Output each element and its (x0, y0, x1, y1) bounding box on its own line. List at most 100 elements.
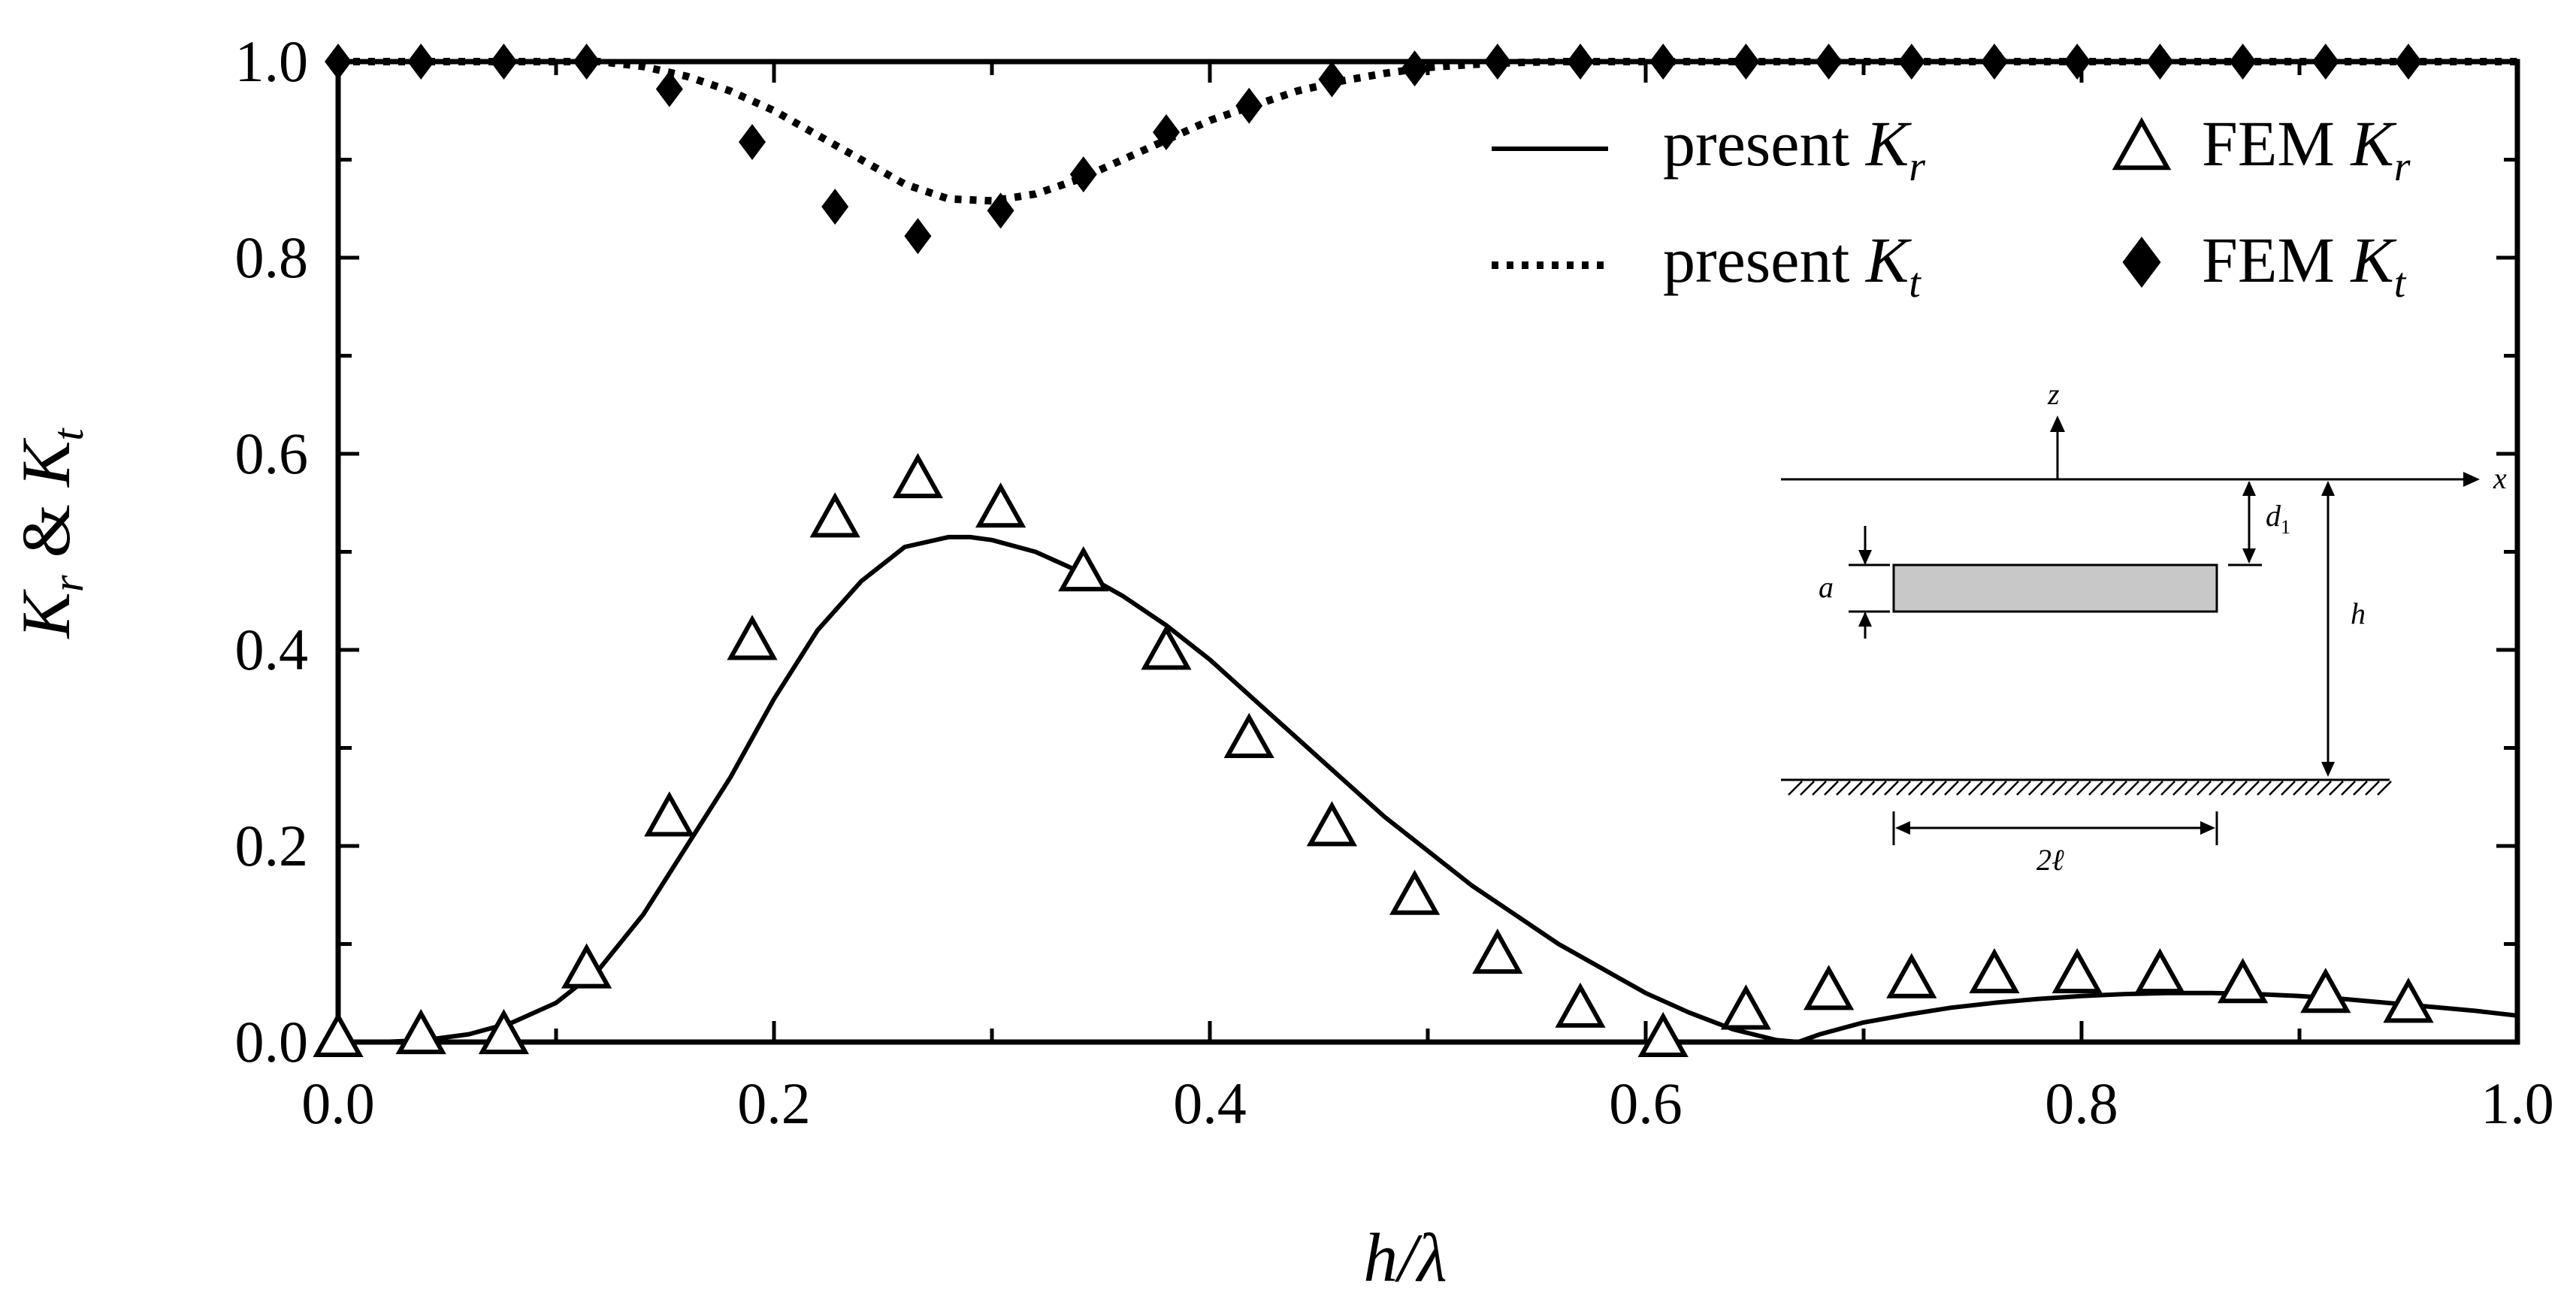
hatch-line (1824, 781, 1839, 796)
fem-kr-point (561, 943, 612, 989)
inset-a-label: a (1819, 570, 1834, 604)
y-tick-label: 0.6 (235, 421, 309, 486)
hatch-line (1968, 781, 1983, 796)
fem-kr-point (644, 791, 695, 837)
fem-kt-point (1567, 44, 1594, 80)
legend-label: present Kt (1663, 224, 1921, 307)
series-line-present-kr (338, 534, 2518, 1044)
hatch-line (2341, 781, 2356, 796)
hatch-line (2293, 781, 2308, 796)
inset-d1-arrow-top (2242, 481, 2256, 496)
x-tick-label: 1.0 (2481, 1071, 2554, 1136)
hatch-line (2365, 781, 2380, 796)
fem-kr-point (975, 482, 1026, 528)
hatch-line (2148, 781, 2163, 796)
hatch-line (1788, 781, 1803, 796)
fem-kr-point (1306, 801, 1358, 847)
fem-kt-point (2395, 44, 2422, 80)
hatch-line (1848, 781, 1863, 796)
series-layer (338, 58, 2518, 1044)
hatch-line (2184, 781, 2200, 796)
fem-kt-point (987, 192, 1014, 229)
hatch-line (1944, 781, 1959, 796)
fem-kr-point (1637, 1011, 1689, 1057)
hatch-line (2233, 781, 2248, 796)
legend-item: present Kt (1492, 224, 1921, 307)
inset-width-arrow-left (1895, 821, 1910, 835)
hatch-line (1908, 781, 1923, 796)
hatch-line (1812, 781, 1827, 796)
hatch-line (2016, 781, 2031, 796)
x-tick-label: 0.4 (1173, 1071, 1247, 1136)
legend-diamond-icon (2122, 237, 2161, 288)
hatch-line (2112, 781, 2127, 796)
hatch-line (1860, 781, 1875, 796)
fem-kr-point (809, 492, 860, 538)
hatch-line (2377, 781, 2392, 796)
fem-kr-point (395, 1008, 446, 1055)
x-tick-label: 0.6 (1609, 1071, 1683, 1136)
hatch-line (2004, 781, 2019, 796)
hatch-line (1980, 781, 1995, 796)
hatch-line (1932, 781, 1947, 796)
fem-kr-point (1720, 984, 1772, 1030)
fem-kt-point (2311, 44, 2339, 80)
fem-kr-point (1389, 869, 1441, 915)
inset-schematic: x z d1 a h 2ℓ (1781, 377, 2507, 877)
inset-a-arrow-top (1858, 550, 1872, 565)
tick-labels: 0.0 0.2 0.4 0.6 0.8 1.0 0.0 0.2 0.4 0.6 0.8 1.0 (235, 29, 2554, 1136)
legend-item: FEM Kr (2112, 107, 2411, 190)
y-tick-label: 0.2 (235, 813, 309, 878)
fem-kr-point (2383, 977, 2434, 1023)
hatch-line (1920, 781, 1935, 796)
fem-kt-point (739, 124, 766, 161)
fem-kt-point (325, 44, 352, 80)
y-axis-label-k2: K (8, 437, 84, 488)
hatch-line (2028, 781, 2043, 796)
hatch-line (1884, 781, 1899, 796)
inset-d1-label: d1 (2266, 499, 2290, 538)
y-tick-label: 0.8 (235, 225, 309, 290)
x-axis-label: h/λ (1363, 1219, 1447, 1296)
hatch-line (2329, 781, 2344, 796)
y-axis-label: Kr & Kt (8, 427, 92, 640)
legend-label: FEM Kt (2202, 224, 2407, 307)
y-axis-label-k1: K (8, 589, 84, 640)
fem-kt-point (1069, 156, 1097, 193)
svg-text:Kr & Kt: Kr & Kt (8, 427, 92, 640)
hatch-line (2353, 781, 2368, 796)
fem-kt-point (407, 44, 435, 80)
inset-d1-arrow-bottom (2242, 548, 2256, 563)
inset-plate (1892, 563, 2218, 613)
fem-kr-point (892, 453, 944, 499)
hatch-line (1872, 781, 1887, 796)
fem-kr-point (1803, 965, 1855, 1010)
series-line-present-kt (338, 58, 2517, 205)
hatch-line (2172, 781, 2187, 796)
hatch-line (2305, 781, 2320, 796)
hatch-line (1896, 781, 1911, 796)
fem-kt-point (1649, 44, 1677, 80)
x-tick-label: 0.2 (737, 1071, 811, 1136)
hatch-line (2209, 781, 2224, 796)
inset-a-arrow-bottom (1858, 612, 1872, 627)
hatch-line (2100, 781, 2115, 796)
inset-width-label: 2ℓ (2036, 843, 2064, 877)
fem-kr-point (1969, 948, 2020, 994)
fem-kt-point (2146, 44, 2174, 80)
fem-kr-point (1555, 982, 1606, 1028)
hatch-line (1992, 781, 2007, 796)
fem-kr-point (1058, 545, 1109, 592)
fem-kr-point (2217, 958, 2269, 1004)
legend-label: present Kr (1663, 107, 1925, 190)
hatch-line (2317, 781, 2332, 796)
hatch-line (2257, 781, 2272, 796)
fem-kt-point (490, 44, 518, 80)
fem-kt-point (1153, 113, 1180, 150)
fem-kr-point (313, 1011, 364, 1057)
fem-kr-point (1141, 624, 1192, 670)
hatch-line (2088, 781, 2103, 796)
inset-x-arrowhead (2463, 472, 2480, 487)
fem-kr-point (478, 1008, 530, 1055)
fem-kr-point (1472, 928, 1523, 974)
